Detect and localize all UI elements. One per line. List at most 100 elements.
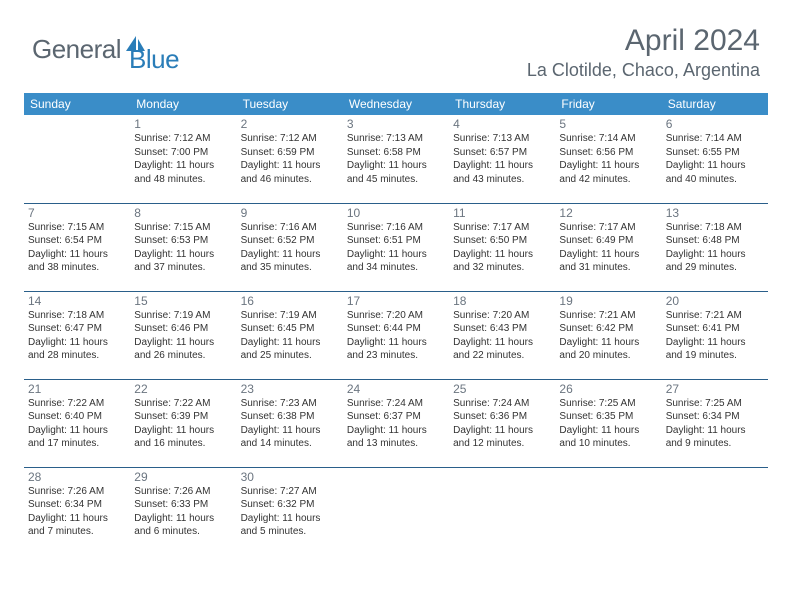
sunset-line: Sunset: 6:44 PM <box>347 322 445 336</box>
day-number: 3 <box>347 117 445 131</box>
sunset-line: Sunset: 6:50 PM <box>453 234 551 248</box>
calendar-day-cell: 6Sunrise: 7:14 AMSunset: 6:55 PMDaylight… <box>662 115 768 203</box>
daylight-line: Daylight: 11 hours and 35 minutes. <box>241 248 339 275</box>
sunrise-line: Sunrise: 7:26 AM <box>28 485 126 499</box>
day-number: 8 <box>134 206 232 220</box>
sunrise-line: Sunrise: 7:23 AM <box>241 397 339 411</box>
daylight-line: Daylight: 11 hours and 23 minutes. <box>347 336 445 363</box>
calendar-day-cell: 18Sunrise: 7:20 AMSunset: 6:43 PMDayligh… <box>449 291 555 379</box>
day-info: Sunrise: 7:16 AMSunset: 6:51 PMDaylight:… <box>347 221 445 275</box>
calendar-header-row: SundayMondayTuesdayWednesdayThursdayFrid… <box>24 93 768 115</box>
sunrise-line: Sunrise: 7:17 AM <box>559 221 657 235</box>
calendar-day-cell: 14Sunrise: 7:18 AMSunset: 6:47 PMDayligh… <box>24 291 130 379</box>
day-info: Sunrise: 7:15 AMSunset: 6:53 PMDaylight:… <box>134 221 232 275</box>
sunset-line: Sunset: 6:35 PM <box>559 410 657 424</box>
day-number: 24 <box>347 382 445 396</box>
daylight-line: Daylight: 11 hours and 38 minutes. <box>28 248 126 275</box>
calendar-day-cell: 16Sunrise: 7:19 AMSunset: 6:45 PMDayligh… <box>237 291 343 379</box>
daylight-line: Daylight: 11 hours and 34 minutes. <box>347 248 445 275</box>
sunrise-line: Sunrise: 7:25 AM <box>666 397 764 411</box>
daylight-line: Daylight: 11 hours and 48 minutes. <box>134 159 232 186</box>
day-info: Sunrise: 7:19 AMSunset: 6:45 PMDaylight:… <box>241 309 339 363</box>
location: La Clotilde, Chaco, Argentina <box>527 60 760 81</box>
day-info: Sunrise: 7:15 AMSunset: 6:54 PMDaylight:… <box>28 221 126 275</box>
logo-text-blue: Blue <box>129 44 179 75</box>
weekday-header: Thursday <box>449 93 555 115</box>
daylight-line: Daylight: 11 hours and 6 minutes. <box>134 512 232 539</box>
calendar-day-cell: 24Sunrise: 7:24 AMSunset: 6:37 PMDayligh… <box>343 379 449 467</box>
sunset-line: Sunset: 6:55 PM <box>666 146 764 160</box>
daylight-line: Daylight: 11 hours and 9 minutes. <box>666 424 764 451</box>
day-number: 13 <box>666 206 764 220</box>
calendar-week-row: 7Sunrise: 7:15 AMSunset: 6:54 PMDaylight… <box>24 203 768 291</box>
calendar-day-cell: 12Sunrise: 7:17 AMSunset: 6:49 PMDayligh… <box>555 203 661 291</box>
calendar-day-cell: 20Sunrise: 7:21 AMSunset: 6:41 PMDayligh… <box>662 291 768 379</box>
calendar-day-cell: 26Sunrise: 7:25 AMSunset: 6:35 PMDayligh… <box>555 379 661 467</box>
sunrise-line: Sunrise: 7:21 AM <box>666 309 764 323</box>
day-number: 9 <box>241 206 339 220</box>
calendar-day-cell: 11Sunrise: 7:17 AMSunset: 6:50 PMDayligh… <box>449 203 555 291</box>
calendar-day-cell <box>24 115 130 203</box>
sunrise-line: Sunrise: 7:18 AM <box>28 309 126 323</box>
sunset-line: Sunset: 6:39 PM <box>134 410 232 424</box>
calendar-day-cell: 28Sunrise: 7:26 AMSunset: 6:34 PMDayligh… <box>24 467 130 555</box>
day-info: Sunrise: 7:17 AMSunset: 6:50 PMDaylight:… <box>453 221 551 275</box>
calendar-day-cell: 17Sunrise: 7:20 AMSunset: 6:44 PMDayligh… <box>343 291 449 379</box>
daylight-line: Daylight: 11 hours and 32 minutes. <box>453 248 551 275</box>
day-number: 22 <box>134 382 232 396</box>
calendar-day-cell: 22Sunrise: 7:22 AMSunset: 6:39 PMDayligh… <box>130 379 236 467</box>
day-number: 11 <box>453 206 551 220</box>
sunrise-line: Sunrise: 7:14 AM <box>559 132 657 146</box>
calendar-day-cell: 21Sunrise: 7:22 AMSunset: 6:40 PMDayligh… <box>24 379 130 467</box>
day-info: Sunrise: 7:14 AMSunset: 6:55 PMDaylight:… <box>666 132 764 186</box>
sunrise-line: Sunrise: 7:17 AM <box>453 221 551 235</box>
sunset-line: Sunset: 6:41 PM <box>666 322 764 336</box>
sunset-line: Sunset: 6:46 PM <box>134 322 232 336</box>
sunrise-line: Sunrise: 7:18 AM <box>666 221 764 235</box>
calendar-week-row: 1Sunrise: 7:12 AMSunset: 7:00 PMDaylight… <box>24 115 768 203</box>
sunset-line: Sunset: 6:53 PM <box>134 234 232 248</box>
day-number: 2 <box>241 117 339 131</box>
sunrise-line: Sunrise: 7:22 AM <box>28 397 126 411</box>
sunset-line: Sunset: 6:51 PM <box>347 234 445 248</box>
title-block: April 2024 La Clotilde, Chaco, Argentina <box>527 24 760 81</box>
sunrise-line: Sunrise: 7:26 AM <box>134 485 232 499</box>
sunset-line: Sunset: 6:32 PM <box>241 498 339 512</box>
sunset-line: Sunset: 6:42 PM <box>559 322 657 336</box>
day-number: 28 <box>28 470 126 484</box>
weekday-header: Sunday <box>24 93 130 115</box>
day-info: Sunrise: 7:17 AMSunset: 6:49 PMDaylight:… <box>559 221 657 275</box>
day-info: Sunrise: 7:27 AMSunset: 6:32 PMDaylight:… <box>241 485 339 539</box>
sunset-line: Sunset: 6:38 PM <box>241 410 339 424</box>
sunrise-line: Sunrise: 7:12 AM <box>241 132 339 146</box>
day-info: Sunrise: 7:24 AMSunset: 6:37 PMDaylight:… <box>347 397 445 451</box>
daylight-line: Daylight: 11 hours and 20 minutes. <box>559 336 657 363</box>
day-info: Sunrise: 7:18 AMSunset: 6:47 PMDaylight:… <box>28 309 126 363</box>
sunrise-line: Sunrise: 7:19 AM <box>134 309 232 323</box>
day-info: Sunrise: 7:18 AMSunset: 6:48 PMDaylight:… <box>666 221 764 275</box>
day-info: Sunrise: 7:23 AMSunset: 6:38 PMDaylight:… <box>241 397 339 451</box>
sunset-line: Sunset: 6:59 PM <box>241 146 339 160</box>
sunrise-line: Sunrise: 7:19 AM <box>241 309 339 323</box>
sunrise-line: Sunrise: 7:21 AM <box>559 309 657 323</box>
sunrise-line: Sunrise: 7:20 AM <box>453 309 551 323</box>
weekday-header: Tuesday <box>237 93 343 115</box>
day-number: 4 <box>453 117 551 131</box>
sunrise-line: Sunrise: 7:20 AM <box>347 309 445 323</box>
calendar-day-cell <box>662 467 768 555</box>
daylight-line: Daylight: 11 hours and 12 minutes. <box>453 424 551 451</box>
day-number: 30 <box>241 470 339 484</box>
calendar-body: 1Sunrise: 7:12 AMSunset: 7:00 PMDaylight… <box>24 115 768 555</box>
day-info: Sunrise: 7:20 AMSunset: 6:43 PMDaylight:… <box>453 309 551 363</box>
day-number: 17 <box>347 294 445 308</box>
sunrise-line: Sunrise: 7:22 AM <box>134 397 232 411</box>
day-number: 10 <box>347 206 445 220</box>
day-info: Sunrise: 7:22 AMSunset: 6:39 PMDaylight:… <box>134 397 232 451</box>
daylight-line: Daylight: 11 hours and 42 minutes. <box>559 159 657 186</box>
calendar-day-cell: 5Sunrise: 7:14 AMSunset: 6:56 PMDaylight… <box>555 115 661 203</box>
sunset-line: Sunset: 6:57 PM <box>453 146 551 160</box>
day-info: Sunrise: 7:24 AMSunset: 6:36 PMDaylight:… <box>453 397 551 451</box>
calendar-day-cell: 13Sunrise: 7:18 AMSunset: 6:48 PMDayligh… <box>662 203 768 291</box>
calendar-day-cell <box>343 467 449 555</box>
day-info: Sunrise: 7:21 AMSunset: 6:41 PMDaylight:… <box>666 309 764 363</box>
